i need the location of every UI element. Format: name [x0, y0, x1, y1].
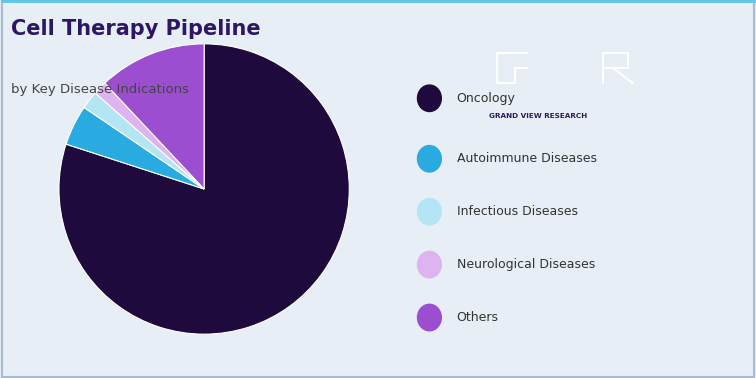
Wedge shape	[105, 44, 204, 189]
Circle shape	[417, 85, 442, 112]
Text: Others: Others	[457, 311, 499, 324]
Circle shape	[417, 304, 442, 331]
Wedge shape	[66, 107, 204, 189]
Text: GRAND VIEW RESEARCH: GRAND VIEW RESEARCH	[489, 113, 587, 119]
Text: Autoimmune Diseases: Autoimmune Diseases	[457, 152, 596, 165]
Text: Oncology: Oncology	[457, 92, 516, 105]
Circle shape	[417, 251, 442, 278]
Wedge shape	[95, 83, 204, 189]
Circle shape	[417, 198, 442, 225]
Text: Neurological Diseases: Neurological Diseases	[457, 258, 595, 271]
Text: by Key Disease Indications: by Key Disease Indications	[11, 83, 189, 96]
Wedge shape	[84, 93, 204, 189]
Text: Cell Therapy Pipeline: Cell Therapy Pipeline	[11, 19, 261, 39]
Wedge shape	[59, 44, 349, 334]
Circle shape	[417, 146, 442, 172]
Text: Infectious Diseases: Infectious Diseases	[457, 205, 578, 218]
